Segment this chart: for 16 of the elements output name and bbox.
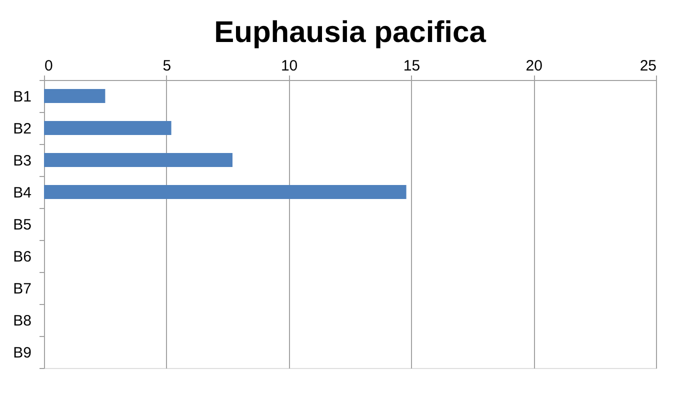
y-tick-label: B6 bbox=[13, 248, 32, 266]
y-tick-label: B1 bbox=[13, 88, 32, 106]
x-tick-label: 5 bbox=[162, 58, 172, 74]
y-tick-label: B4 bbox=[13, 184, 32, 202]
y-tick-label: B2 bbox=[13, 120, 32, 138]
y-tick-label: B5 bbox=[13, 216, 32, 234]
y-tick-label: B7 bbox=[13, 280, 32, 298]
y-tick-label: B3 bbox=[13, 152, 32, 170]
x-tick-label: 20 bbox=[526, 58, 542, 74]
chart-title: Euphausia pacifica bbox=[214, 16, 486, 49]
y-tick-label: B8 bbox=[13, 312, 32, 330]
x-tick-label: 0 bbox=[44, 58, 53, 74]
y-tick-label: B9 bbox=[13, 344, 32, 362]
x-tick-label: 15 bbox=[403, 58, 420, 74]
x-tick-label: 10 bbox=[280, 58, 298, 74]
x-tick-label: 25 bbox=[640, 58, 656, 74]
